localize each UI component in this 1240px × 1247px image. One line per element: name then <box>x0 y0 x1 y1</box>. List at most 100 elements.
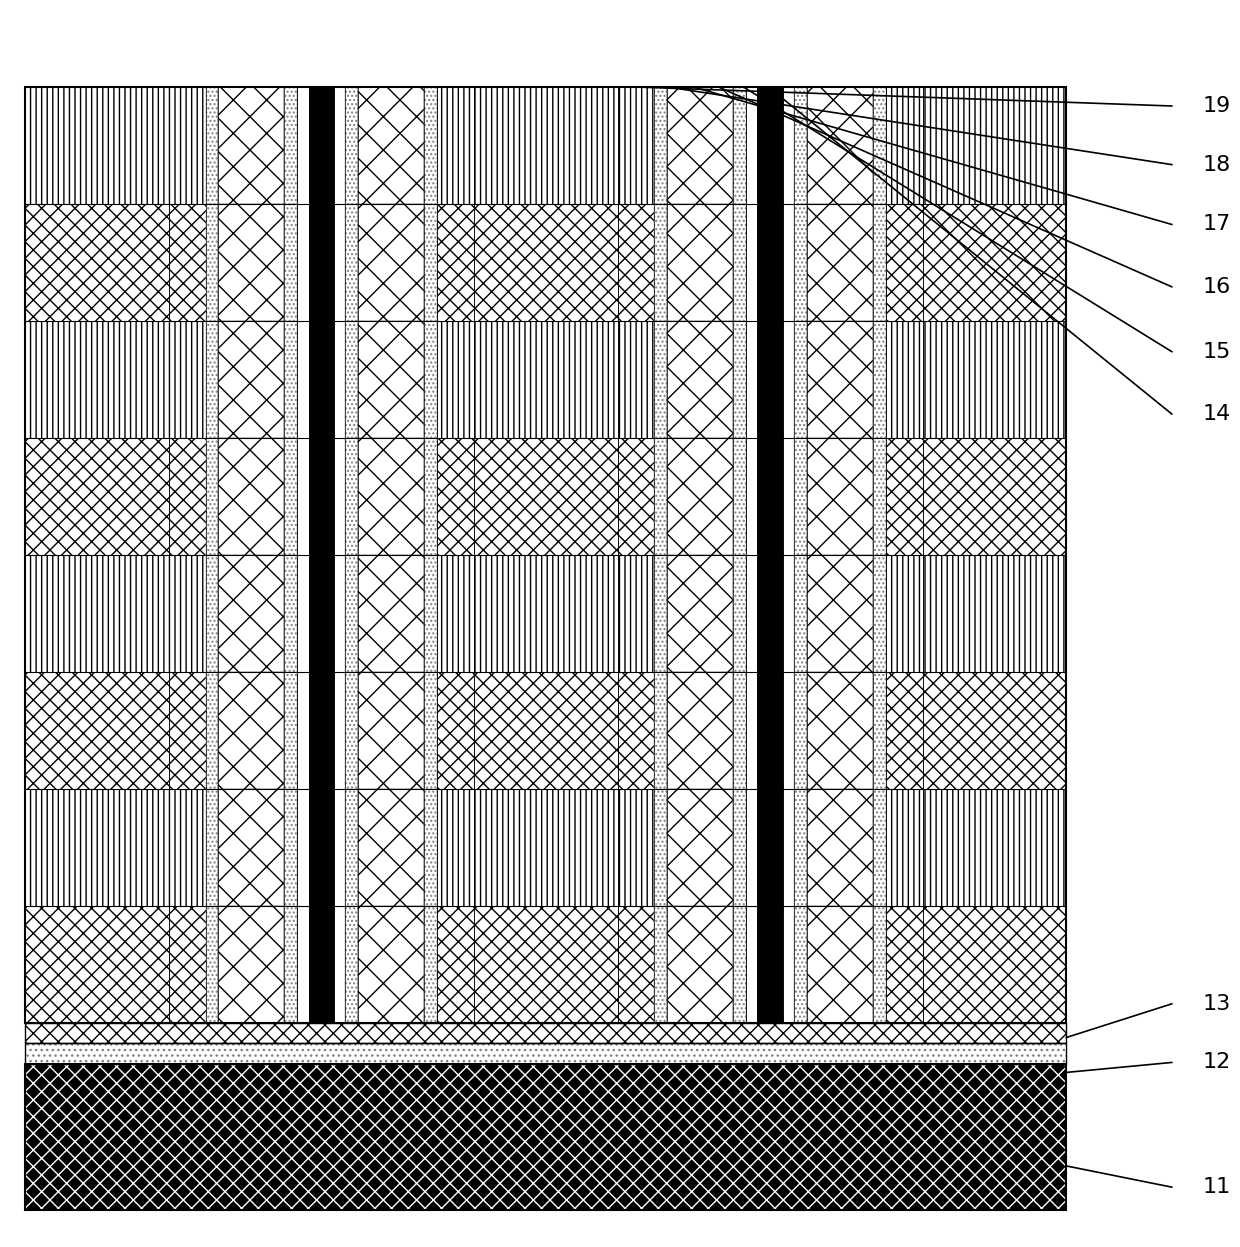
Bar <box>284 789 296 907</box>
Bar <box>218 672 284 789</box>
Bar <box>296 87 309 205</box>
Bar <box>346 205 358 322</box>
Bar <box>358 205 424 322</box>
Bar <box>667 87 733 205</box>
Bar <box>296 205 309 322</box>
Bar <box>733 322 745 438</box>
Text: 12: 12 <box>1203 1052 1231 1072</box>
Bar <box>807 907 873 1024</box>
Bar <box>795 438 807 555</box>
Bar <box>733 907 745 1024</box>
Bar <box>358 907 424 1024</box>
Bar <box>873 205 885 322</box>
Bar <box>474 672 618 789</box>
Bar <box>25 1064 1066 1210</box>
Bar <box>667 438 733 555</box>
Bar <box>807 789 873 907</box>
Bar <box>309 907 334 1024</box>
Bar <box>218 87 284 205</box>
Bar <box>667 789 733 907</box>
Bar <box>782 555 795 672</box>
Bar <box>218 789 284 907</box>
Bar <box>474 87 618 205</box>
Bar <box>25 1064 1066 1210</box>
Bar <box>169 322 206 438</box>
Bar <box>169 205 206 322</box>
Bar <box>358 555 424 672</box>
Text: 18: 18 <box>1203 155 1231 175</box>
Bar <box>284 87 296 205</box>
Bar <box>25 672 169 789</box>
Bar <box>667 205 733 322</box>
Bar <box>424 322 436 438</box>
Bar <box>309 672 334 789</box>
Bar <box>334 87 346 205</box>
Bar <box>25 87 1066 1024</box>
Bar <box>25 907 169 1024</box>
Bar <box>795 322 807 438</box>
Bar <box>25 205 169 322</box>
Bar <box>745 205 758 322</box>
Bar <box>296 555 309 672</box>
Bar <box>795 205 807 322</box>
Text: 17: 17 <box>1203 214 1231 234</box>
Bar <box>218 205 284 322</box>
Bar <box>284 555 296 672</box>
Bar <box>474 205 618 322</box>
Bar <box>795 555 807 672</box>
Bar <box>782 87 795 205</box>
Bar <box>758 907 782 1024</box>
Bar <box>655 205 667 322</box>
Bar <box>358 789 424 907</box>
Bar <box>923 555 1066 672</box>
Bar <box>358 87 424 205</box>
Bar <box>474 907 618 1024</box>
Bar <box>733 672 745 789</box>
Bar <box>923 672 1066 789</box>
Bar <box>873 322 885 438</box>
Bar <box>655 87 667 205</box>
Bar <box>436 322 474 438</box>
Bar <box>206 555 218 672</box>
Bar <box>346 87 358 205</box>
Bar <box>745 789 758 907</box>
Bar <box>923 907 1066 1024</box>
Bar <box>655 672 667 789</box>
Bar <box>206 322 218 438</box>
Bar <box>296 789 309 907</box>
Bar <box>782 322 795 438</box>
Bar <box>885 205 923 322</box>
Bar <box>745 555 758 672</box>
Bar <box>284 672 296 789</box>
Bar <box>358 322 424 438</box>
Bar <box>25 1024 1066 1044</box>
Bar <box>334 555 346 672</box>
Bar <box>25 555 169 672</box>
Bar <box>436 87 474 205</box>
Bar <box>424 672 436 789</box>
Bar <box>733 438 745 555</box>
Bar <box>218 322 284 438</box>
Bar <box>296 322 309 438</box>
Bar <box>745 438 758 555</box>
Bar <box>25 322 169 438</box>
Bar <box>885 672 923 789</box>
Bar <box>807 555 873 672</box>
Bar <box>873 87 885 205</box>
Bar <box>655 789 667 907</box>
Bar <box>733 87 745 205</box>
Bar <box>436 205 474 322</box>
Bar <box>795 789 807 907</box>
Bar <box>424 555 436 672</box>
Bar <box>782 438 795 555</box>
Bar <box>436 438 474 555</box>
Bar <box>782 672 795 789</box>
Bar <box>618 438 655 555</box>
Bar <box>758 555 782 672</box>
Bar <box>807 205 873 322</box>
Bar <box>169 672 206 789</box>
Bar <box>284 322 296 438</box>
Bar <box>618 907 655 1024</box>
Bar <box>655 907 667 1024</box>
Bar <box>885 322 923 438</box>
